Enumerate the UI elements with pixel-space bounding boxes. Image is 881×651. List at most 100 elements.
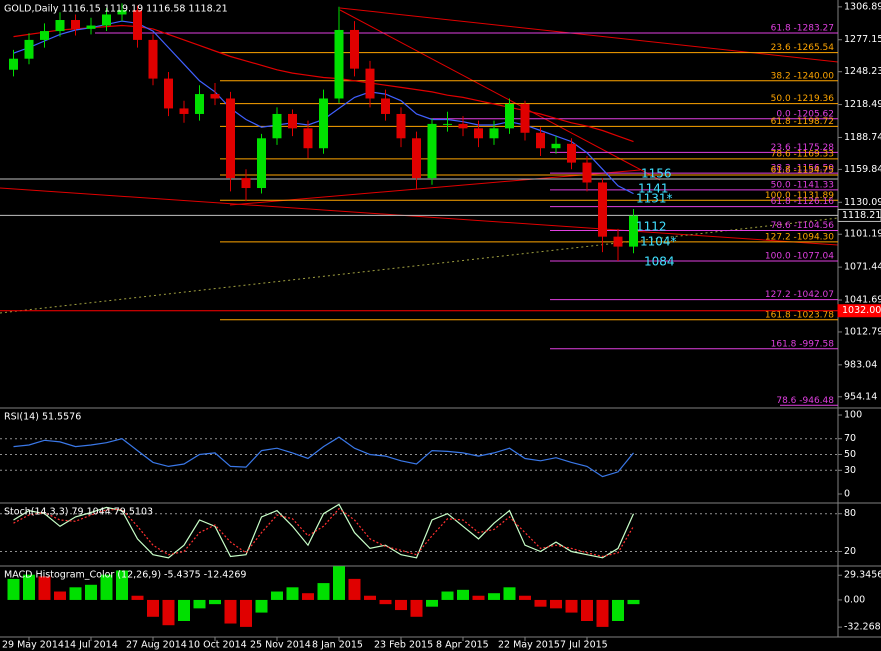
y-tick-label: 1159.84	[844, 164, 881, 175]
histogram-bar	[395, 599, 407, 611]
level-annotation: 1141	[638, 182, 669, 196]
histogram-bar	[116, 570, 128, 600]
candle-body	[427, 123, 437, 179]
histogram-bar	[488, 593, 500, 600]
indicator-line	[13, 24, 634, 143]
x-tick-label: 8 Jan 2015	[312, 640, 363, 651]
histogram-bar	[224, 599, 237, 624]
histogram-bar	[348, 578, 361, 600]
histogram-bar	[441, 591, 454, 600]
candle-body	[458, 123, 468, 129]
candle-body	[629, 215, 638, 247]
y-tick-label: 1071.44	[844, 262, 881, 273]
histogram-bar	[255, 599, 268, 613]
fib-label: 161.8 -1023.78	[765, 310, 834, 320]
fib-label: 78.6 -1104.56	[771, 221, 835, 231]
histogram-bar	[302, 593, 314, 600]
y-tick-label: 80	[844, 508, 856, 519]
fib-label: 23.6 -1265.54	[771, 43, 835, 53]
y-tick-label: 20	[844, 546, 856, 557]
x-tick-label: 22 May 2015	[498, 640, 560, 651]
fib-label: 100.0 -1077.04	[765, 251, 834, 261]
fib-label: 50.0 -1141.33	[771, 180, 834, 190]
candle-body	[24, 39, 34, 59]
y-tick-label: 1130.09	[844, 197, 881, 208]
histogram-bar	[100, 574, 113, 600]
y-tick-label: 1101.19	[844, 229, 881, 240]
histogram-bar	[503, 587, 516, 600]
level-annotation: 1131*	[636, 192, 673, 206]
panel-title: Stoch(14,3,3) 79.1044 79.5103	[4, 507, 153, 518]
histogram-bar	[286, 587, 299, 600]
candle-body	[102, 14, 111, 26]
candle-body	[365, 68, 375, 99]
candle-body	[257, 138, 266, 189]
histogram-bar	[333, 566, 345, 600]
candle-body	[505, 104, 514, 129]
candle-body	[179, 108, 189, 114]
x-tick-label: 8 Apr 2015	[436, 640, 489, 651]
histogram-bar	[38, 576, 51, 600]
x-tick-label: 29 May 2014	[2, 640, 64, 651]
candle-body	[334, 29, 344, 99]
histogram-bar	[131, 595, 144, 600]
candle-body	[443, 123, 452, 125]
x-tick-label: 27 Aug 2014	[126, 640, 187, 651]
histogram-bar	[209, 599, 221, 605]
fib-label: 50.0 -1219.36	[771, 94, 835, 104]
candle-body	[613, 236, 623, 247]
histogram-bar	[85, 584, 97, 600]
candle-body	[350, 29, 359, 69]
indicator-line	[13, 436, 634, 478]
y-tick-label: 1012.79	[844, 326, 881, 337]
candle-body	[288, 113, 297, 129]
x-tick-label: 14 Jul 2014	[64, 640, 118, 651]
trend-lines	[0, 7, 839, 314]
candle-body	[148, 39, 158, 79]
y-tick-label: 983.04	[844, 359, 877, 370]
fib-label: 127.2 -1094.30	[765, 232, 834, 242]
histogram-bar	[379, 599, 392, 605]
histogram-bar	[612, 599, 624, 621]
y-tick-label: 100	[844, 410, 862, 421]
histogram-bar	[457, 589, 469, 600]
histogram-bar	[23, 574, 35, 600]
y-tick-label: 954.14	[844, 391, 877, 402]
price-label: 1032.00	[842, 305, 881, 316]
candle-body	[489, 128, 499, 139]
candle-body	[567, 143, 576, 163]
candle-body	[412, 138, 421, 179]
histogram-bar	[162, 599, 175, 626]
candle-body	[210, 94, 220, 99]
panel-title: MACD Histogram_Color (12,26,9) -5.4375 -…	[4, 570, 246, 581]
indicator-line	[13, 507, 635, 558]
y-tick-label: 0	[844, 488, 850, 499]
histogram-bar	[410, 599, 423, 617]
histogram-bar	[364, 595, 376, 600]
x-tick-label: 23 Feb 2015	[374, 640, 433, 651]
histogram-bar	[271, 591, 283, 600]
candle-body	[381, 98, 390, 114]
histogram-bar	[627, 599, 640, 605]
y-tick-label: 1188.74	[844, 132, 881, 143]
y-tick-label: 29.3456	[844, 570, 881, 581]
candle-body	[117, 10, 127, 15]
histogram-bar	[240, 599, 252, 627]
fib-label: 161.8 -997.58	[771, 339, 835, 349]
x-tick-label: 25 Nov 2014	[250, 640, 311, 651]
histogram-bar	[317, 583, 330, 600]
level-annotation: 1084	[644, 255, 675, 269]
histogram-bar	[7, 578, 20, 600]
histogram-bar	[54, 591, 66, 600]
histogram-bar	[565, 599, 578, 613]
fib-label: 23.6 -1175.28	[771, 143, 835, 153]
level-annotation: 1104*	[640, 235, 677, 249]
fib-label: 78.6 -1169.33	[771, 149, 834, 159]
x-tick-label: 10 Oct 2014	[188, 640, 247, 651]
candle-body	[396, 113, 406, 139]
candle-body	[164, 78, 173, 109]
candle-body	[272, 113, 282, 139]
